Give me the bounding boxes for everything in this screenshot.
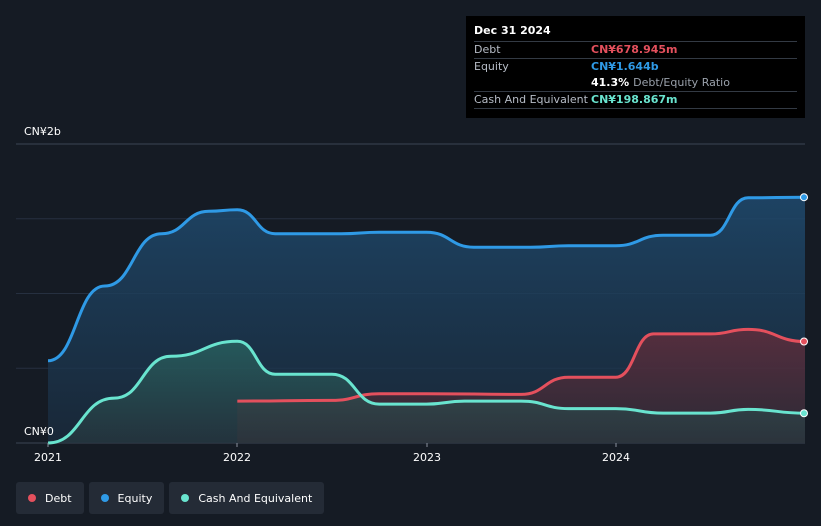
x-tick-label-2022: 2022 (223, 451, 251, 464)
legend-label-equity: Equity (117, 491, 153, 505)
end-marker-cash-and-equivalent (800, 409, 808, 418)
series-end-markers (800, 193, 808, 418)
legend-item-cash[interactable]: Cash And Equivalent (169, 482, 325, 514)
x-axis-ticks: 2021 2022 2023 2024 (34, 443, 630, 464)
x-tick-label-2023: 2023 (413, 451, 441, 464)
legend-dot-equity (100, 494, 109, 502)
tooltip-value-cash: CN¥198.867m (591, 93, 678, 106)
legend-dot-cash (181, 494, 190, 502)
legend-dot-debt (28, 494, 36, 502)
x-tick-label-2024: 2024 (602, 451, 630, 464)
legend-label-cash: Cash And Equivalent (198, 491, 313, 505)
line-equity (47, 195, 806, 363)
tooltip-value-equity: CN¥1.644b (591, 60, 659, 73)
line-cash-and-equivalent (47, 339, 806, 445)
tooltip-row-debt: Debt CN¥678.945m (474, 41, 797, 58)
tooltip-row-cash: Cash And Equivalent CN¥198.867m (474, 91, 797, 109)
tooltip-ratio-caption: Debt/Equity Ratio (633, 76, 730, 89)
chart-legend: Debt Equity Cash And Equivalent (16, 482, 325, 514)
tooltip-value-ratio: 41.3% (591, 76, 630, 89)
tooltip-value-debt: CN¥678.945m (591, 43, 678, 56)
legend-item-debt[interactable]: Debt (16, 482, 84, 514)
area-cash-and-equivalent (48, 341, 805, 443)
end-marker-debt (800, 337, 808, 346)
end-marker-equity (800, 193, 808, 202)
legend-item-equity[interactable]: Equity (88, 482, 165, 514)
tooltip-date: Dec 31 2024 (474, 24, 551, 37)
tooltip-panel: Dec 31 2024 Debt CN¥678.945m Equity CN¥1… (466, 16, 805, 118)
tooltip-row-equity: Equity CN¥1.644b (474, 58, 797, 75)
y-tick-label-top: CN¥2b (24, 125, 61, 138)
x-tick-label-2021: 2021 (34, 451, 62, 464)
tooltip-row-ratio: 41.3% Debt/Equity Ratio (474, 75, 797, 91)
series-lines (47, 195, 806, 445)
y-tick-label-bottom: CN¥0 (24, 425, 54, 438)
tooltip-label-cash: Cash And Equivalent (474, 93, 588, 106)
legend-label-debt: Debt (45, 491, 72, 505)
tooltip-label-equity: Equity (474, 60, 509, 73)
series-areas (48, 197, 805, 443)
tooltip-label-debt: Debt (474, 43, 501, 56)
